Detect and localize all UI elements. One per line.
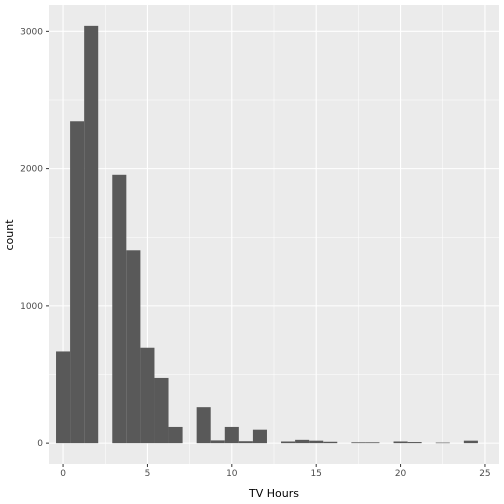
x-axis: 0 5 10 15 20 25 <box>60 464 491 479</box>
histogram-bar <box>224 426 239 444</box>
histogram-bar <box>252 429 267 444</box>
histogram-bar <box>196 407 211 444</box>
y-axis: 0 1000 2000 3000 <box>20 27 49 449</box>
y-tick-label: 3000 <box>20 27 43 37</box>
histogram-bar <box>435 442 450 444</box>
histogram-bar <box>154 377 169 444</box>
histogram-bar <box>168 426 183 444</box>
x-tick-label: 10 <box>226 469 238 479</box>
histogram-bar <box>126 250 141 444</box>
y-tick-label: 0 <box>37 439 43 449</box>
histogram-bar <box>84 25 99 444</box>
x-tick-label: 5 <box>145 469 151 479</box>
histogram-bar <box>140 347 155 444</box>
x-tick-label: 20 <box>395 469 407 479</box>
y-axis-title: count <box>3 219 16 251</box>
x-tick-label: 0 <box>60 469 66 479</box>
y-tick-label: 2000 <box>20 165 43 175</box>
x-axis-title: TV Hours <box>248 487 299 500</box>
histogram-bars <box>56 25 478 444</box>
histogram-bar <box>393 441 408 444</box>
x-tick-label: 15 <box>310 469 321 479</box>
histogram-bar <box>238 441 253 444</box>
histogram-bar <box>309 440 324 444</box>
x-tick-label: 25 <box>479 469 490 479</box>
histogram-bar <box>295 439 310 444</box>
histogram-bar <box>323 441 338 444</box>
histogram-bar <box>210 440 225 444</box>
histogram-bar <box>407 442 422 444</box>
y-tick-label: 1000 <box>20 302 43 312</box>
histogram-bar <box>463 440 478 444</box>
histogram-bar <box>365 442 380 444</box>
histogram-bar <box>112 174 127 444</box>
histogram-bar <box>351 442 366 444</box>
histogram-bar <box>56 351 71 444</box>
histogram-bar <box>281 441 296 444</box>
histogram-bar <box>70 121 85 444</box>
